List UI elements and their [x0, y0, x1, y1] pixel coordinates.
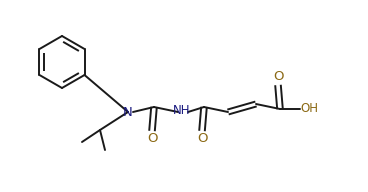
Text: OH: OH	[300, 103, 318, 116]
Text: N: N	[123, 105, 133, 118]
Text: O: O	[147, 132, 157, 146]
Text: NH: NH	[173, 104, 191, 118]
Text: O: O	[273, 70, 283, 84]
Text: O: O	[197, 132, 207, 146]
